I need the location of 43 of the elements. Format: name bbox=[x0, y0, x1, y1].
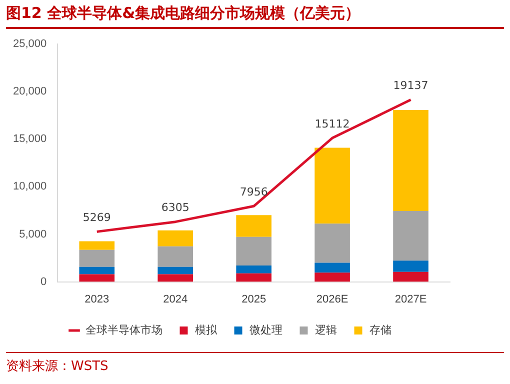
legend-label: 存储 bbox=[369, 324, 392, 337]
bar bbox=[158, 246, 194, 267]
bar bbox=[236, 265, 272, 274]
legend-label: 模拟 bbox=[194, 324, 218, 337]
bar bbox=[236, 236, 272, 266]
legend-label: 逻辑 bbox=[314, 324, 337, 337]
bar bbox=[79, 241, 115, 250]
bar bbox=[393, 260, 428, 272]
bar bbox=[79, 266, 115, 274]
bar bbox=[236, 273, 272, 282]
legend-label: 全球半导体市场 bbox=[85, 324, 162, 337]
x-tick-label: 2025 bbox=[242, 293, 266, 306]
data-label: 5269 bbox=[82, 211, 111, 224]
y-tick-label: 5,000 bbox=[19, 228, 47, 240]
x-tick-label: 2024 bbox=[163, 293, 188, 306]
bar bbox=[314, 272, 350, 282]
bar bbox=[236, 215, 272, 237]
x-tick-label: 2026E bbox=[316, 293, 348, 306]
text: 资料来源：WSTS bbox=[6, 352, 504, 375]
data-label: 7956 bbox=[240, 185, 268, 198]
bar bbox=[393, 272, 428, 282]
data-label: 6305 bbox=[161, 201, 190, 214]
bar bbox=[158, 230, 194, 246]
chart-title: 图12 全球半导体&集成电路细分市场规模（亿美元） bbox=[6, 4, 504, 29]
legend-label: 微处理 bbox=[249, 324, 282, 337]
y-tick-label: 0 bbox=[40, 276, 47, 288]
data-label: 19137 bbox=[393, 79, 428, 92]
bar bbox=[314, 148, 350, 224]
bar bbox=[393, 211, 428, 261]
y-tick-label: 10,000 bbox=[12, 180, 47, 193]
y-tick-label: 20,000 bbox=[12, 86, 47, 98]
bar bbox=[79, 250, 115, 267]
data-label: 15112 bbox=[314, 117, 350, 130]
bar bbox=[79, 274, 115, 282]
y-tick-label: 15,000 bbox=[12, 133, 47, 146]
x-tick-label: 2027E bbox=[394, 293, 427, 306]
bar bbox=[314, 262, 350, 273]
bar bbox=[158, 274, 194, 282]
bar bbox=[158, 266, 194, 274]
x-tick-label: 2023 bbox=[84, 293, 110, 306]
bar bbox=[393, 110, 428, 212]
bar bbox=[314, 224, 350, 263]
y-tick-label: 25,000 bbox=[12, 38, 47, 50]
